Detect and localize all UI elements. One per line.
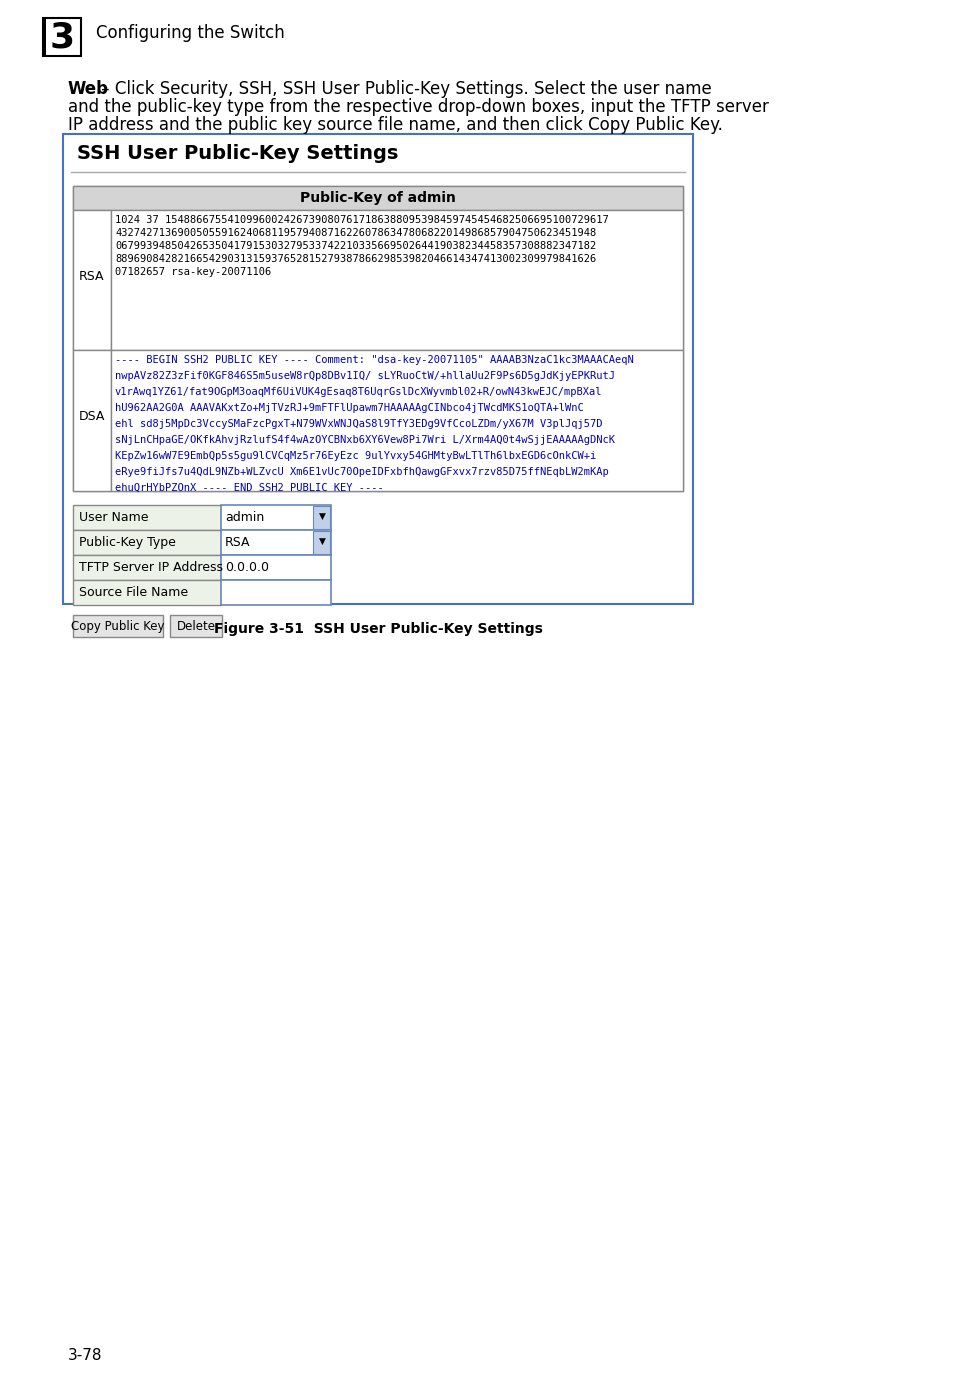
Bar xyxy=(73,210,111,350)
Text: 1024 37 15488667554109960024267390807617186388095398459745454682506695100729617: 1024 37 15488667554109960024267390807617… xyxy=(115,215,608,225)
Text: v1rAwq1YZ61/fat9OGpM3oaqMf6UiVUK4gEsaq8T6UqrGslDcXWyvmbl02+R/owN43kwEJC/mpBXal: v1rAwq1YZ61/fat9OGpM3oaqMf6UiVUK4gEsaq8T… xyxy=(115,387,602,397)
Bar xyxy=(63,135,692,604)
Text: Configuring the Switch: Configuring the Switch xyxy=(96,24,284,42)
Bar xyxy=(221,530,331,555)
Text: IP address and the public key source file name, and then click Copy Public Key.: IP address and the public key source fil… xyxy=(68,117,722,135)
Text: 3-78: 3-78 xyxy=(68,1348,102,1363)
Text: sNjLnCHpaGE/OKfkAhvjRzlufS4f4wAzOYCBNxb6XY6Vew8Pi7Wri L/Xrm4AQ0t4wSjjEAAAAAgDNcK: sNjLnCHpaGE/OKfkAhvjRzlufS4f4wAzOYCBNxb6… xyxy=(115,434,615,446)
Bar xyxy=(73,186,682,210)
Text: Public-Key Type: Public-Key Type xyxy=(79,536,175,550)
Bar xyxy=(73,530,221,555)
Text: Delete: Delete xyxy=(176,620,215,633)
Text: 0.0.0.0: 0.0.0.0 xyxy=(225,561,269,575)
Bar xyxy=(73,615,163,637)
Text: Figure 3-51  SSH User Public-Key Settings: Figure 3-51 SSH User Public-Key Settings xyxy=(213,622,542,636)
Text: ---- BEGIN SSH2 PUBLIC KEY ---- Comment: "dsa-key-20071105" AAAAB3NzaC1kc3MAAACA: ---- BEGIN SSH2 PUBLIC KEY ---- Comment:… xyxy=(115,355,633,365)
Text: 3: 3 xyxy=(50,19,74,54)
Text: Public-Key of admin: Public-Key of admin xyxy=(300,192,456,205)
Text: 43274271369005055916240681195794087162260786347806822014986857904750623451948: 4327427136900505591624068119579408716226… xyxy=(115,228,596,237)
Text: ehuQrHYbPZOnX ---- END SSH2 PUBLIC KEY ----: ehuQrHYbPZOnX ---- END SSH2 PUBLIC KEY -… xyxy=(115,483,383,493)
Bar xyxy=(73,555,221,580)
Text: 06799394850426535041791530327953374221033566950264419038234458357308882347182: 0679939485042653504179153032795337422103… xyxy=(115,242,596,251)
Text: Source File Name: Source File Name xyxy=(79,586,188,600)
Text: ehl sd8j5MpDc3VccySMaFzcPgxT+N79WVxWNJQaS8l9TfY3EDg9VfCcoLZDm/yX67M V3plJqj57D: ehl sd8j5MpDc3VccySMaFzcPgxT+N79WVxWNJQa… xyxy=(115,419,602,429)
Bar xyxy=(73,186,682,491)
Bar xyxy=(221,505,331,530)
Bar xyxy=(111,350,682,491)
Text: 07182657 rsa-key-20071106: 07182657 rsa-key-20071106 xyxy=(115,266,271,278)
Text: eRye9fiJfs7u4QdL9NZb+WLZvcU Xm6E1vUc70OpeIDFxbfhQawgGFxvx7rzv85D75ffNEqbLW2mKAp: eRye9fiJfs7u4QdL9NZb+WLZvcU Xm6E1vUc70Op… xyxy=(115,466,608,477)
Bar xyxy=(43,18,81,56)
Bar xyxy=(73,505,221,530)
Text: RSA: RSA xyxy=(79,269,105,283)
Text: – Click Security, SSH, SSH User Public-Key Settings. Select the user name: – Click Security, SSH, SSH User Public-K… xyxy=(96,81,711,99)
Text: ▼: ▼ xyxy=(318,512,325,520)
Bar xyxy=(111,210,682,350)
Text: 88969084282166542903131593765281527938786629853982046614347413002309979841626: 8896908428216654290313159376528152793878… xyxy=(115,254,596,264)
Text: SSH User Public-Key Settings: SSH User Public-Key Settings xyxy=(77,144,398,162)
Bar xyxy=(43,18,46,56)
Text: admin: admin xyxy=(225,511,264,525)
Text: and the public-key type from the respective drop-down boxes, input the TFTP serv: and the public-key type from the respect… xyxy=(68,99,768,117)
Bar xyxy=(313,532,330,554)
Text: ▼: ▼ xyxy=(318,537,325,545)
Text: hU962AA2G0A AAAVAKxtZo+MjTVzRJ+9mFTFlUpawm7HAAAAAgCINbco4jTWcdMKS1oQTA+lWnC: hU962AA2G0A AAAVAKxtZo+MjTVzRJ+9mFTFlUpa… xyxy=(115,403,583,414)
Bar xyxy=(73,350,111,491)
Text: Copy Public Key: Copy Public Key xyxy=(71,620,165,633)
Text: nwpAVz82Z3zFif0KGF846S5m5useW8rQp8DBv1IQ/ sLYRuoCtW/+hllaUu2F9Ps6D5gJdKjyEPKRutJ: nwpAVz82Z3zFif0KGF846S5m5useW8rQp8DBv1IQ… xyxy=(115,371,615,380)
Text: RSA: RSA xyxy=(225,536,251,550)
Text: TFTP Server IP Address: TFTP Server IP Address xyxy=(79,561,223,575)
Text: Web: Web xyxy=(68,81,109,99)
Text: DSA: DSA xyxy=(79,409,105,423)
Text: User Name: User Name xyxy=(79,511,149,525)
Bar xyxy=(170,615,222,637)
Bar xyxy=(221,555,331,580)
Text: KEpZw16wW7E9EmbQp5s5gu9lCVCqMz5r76EyEzc 9ulYvxy54GHMtyBwLTlTh6lbxEGD6cOnkCW+i: KEpZw16wW7E9EmbQp5s5gu9lCVCqMz5r76EyEzc … xyxy=(115,451,596,461)
Bar xyxy=(73,580,221,605)
Bar xyxy=(221,580,331,605)
Bar xyxy=(313,507,330,529)
